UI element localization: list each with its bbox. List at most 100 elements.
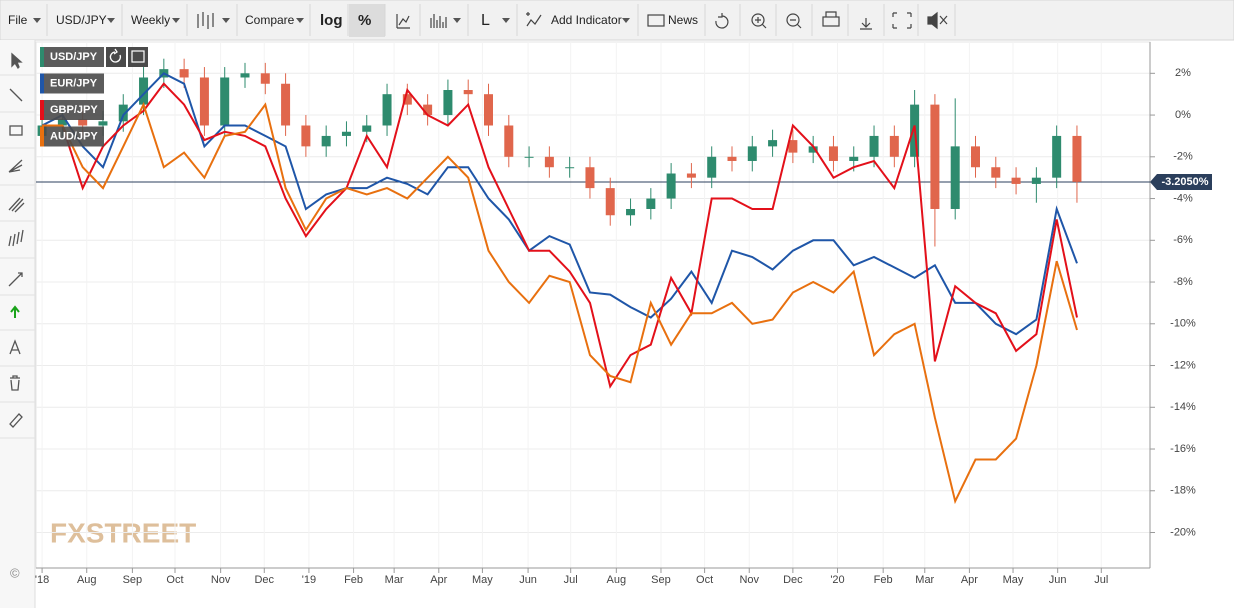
toolbar-icons [197,11,948,30]
print-icon[interactable] [822,16,840,27]
chart-type-icon[interactable] [197,12,214,29]
plot: 2% 0% -2% -4% -6% -8% -10% -12% -14% -16% -18% -20%… [35,42,1212,586]
reset-button[interactable] [106,47,126,67]
candle-body [626,208,636,216]
legend-label: EUR/JPY [50,77,98,89]
candle-body [57,119,67,126]
candle-body [179,69,189,78]
toolbar-separators [46,4,956,36]
legend-swatch [40,100,44,120]
toolbar-item[interactable]: Weekly [131,13,170,27]
up-arrow-tool[interactable] [10,305,20,318]
toolbar-item[interactable]: Compare [245,13,295,27]
toolbar-item[interactable]: log [320,12,343,29]
indicator-icon[interactable] [526,12,542,27]
pointer-tool[interactable] [11,52,23,70]
candle-body [747,146,757,161]
rect-tool[interactable] [9,125,23,136]
x-tick-label: Jul [1094,574,1108,586]
x-tick-label: Nov [739,574,759,586]
y-tick-label: -6% [1173,234,1193,246]
candle-body [260,73,270,84]
x-tick-label: Apr [430,574,447,586]
calendar-button[interactable] [128,47,148,67]
candle-body [788,140,798,153]
x-tick-label: Jul [564,574,578,586]
volume-icon[interactable] [430,14,447,28]
candle-body [443,90,453,116]
dropdown-arrows [33,18,630,23]
zoom-in-icon[interactable] [751,13,765,27]
edit-tool[interactable] [9,413,23,428]
candle-body [808,146,818,153]
news-icon[interactable] [647,14,665,27]
y-tick-label: 2% [1175,67,1191,79]
y-tick-label: 0% [1175,109,1191,121]
y-tick-label: -12% [1170,359,1196,371]
candle-body [849,156,859,161]
candle-body [544,156,554,168]
fullscreen-icon[interactable] [892,12,912,29]
x-tick-label: Sep [651,574,671,586]
x-tick-label: May [472,574,493,586]
zoom-out-icon[interactable] [786,13,800,27]
y-tick-label: -16% [1170,443,1196,455]
candle-body [118,104,128,122]
toolbar-item[interactable]: Add Indicator [551,13,622,27]
candle-body [970,146,980,168]
toolbar-item[interactable]: % [358,12,371,29]
last-value-badge [1150,173,1212,190]
legend-box[interactable] [40,126,104,147]
last-value-label: -3.2050% [1161,176,1208,188]
legend-box[interactable] [40,47,104,67]
candle-body [423,104,433,116]
legend-box[interactable] [40,100,104,120]
candle-body [524,156,534,158]
side-icons [8,52,25,428]
refresh-icon[interactable] [715,13,729,29]
pitch-tool[interactable] [8,229,24,247]
series-line [42,101,1078,505]
x-tick-label: '20 [830,574,844,586]
candle-body [78,119,88,126]
toolbar-item[interactable]: News [668,13,698,27]
x-tick-label: Mar [915,574,934,586]
line-tool[interactable] [9,88,23,102]
zoom-area-icon[interactable] [396,14,410,29]
candle-body [1031,177,1041,184]
candle-body [707,156,717,178]
candle-body [402,94,412,105]
arrow-tool[interactable] [8,272,23,287]
legend-swatch [40,126,44,147]
candle-body [565,167,575,169]
legend-swatch [40,47,44,67]
candle-body [869,135,879,157]
toolbar-item[interactable]: USD/JPY [56,13,107,27]
candle-body [950,146,960,209]
x-tick-label: May [1003,574,1024,586]
legend-box[interactable] [40,73,104,94]
x-tick-label: Dec [254,574,274,586]
x-tick-label: Aug [77,574,97,586]
toolbar [0,0,1234,41]
fan-tool[interactable] [8,159,23,173]
channel-tool[interactable] [8,197,25,213]
mute-icon[interactable] [927,11,948,30]
toolbar-item[interactable]: L [481,12,490,29]
legend-swatch [40,73,44,94]
x-tick-label: '18 [35,574,49,586]
candle-body [483,94,493,126]
candle-body [1052,135,1062,178]
candle-body [362,125,372,132]
text-tool[interactable] [9,339,21,355]
delete-tool[interactable] [10,375,20,391]
candle-body [321,135,331,147]
candle-body [666,173,676,199]
candle-body [463,90,473,95]
png-icon[interactable] [860,18,872,30]
side-separators [0,74,35,439]
toolbar-item[interactable]: File [8,13,28,27]
percent-active [349,4,385,37]
x-tick-label: Nov [211,574,231,586]
